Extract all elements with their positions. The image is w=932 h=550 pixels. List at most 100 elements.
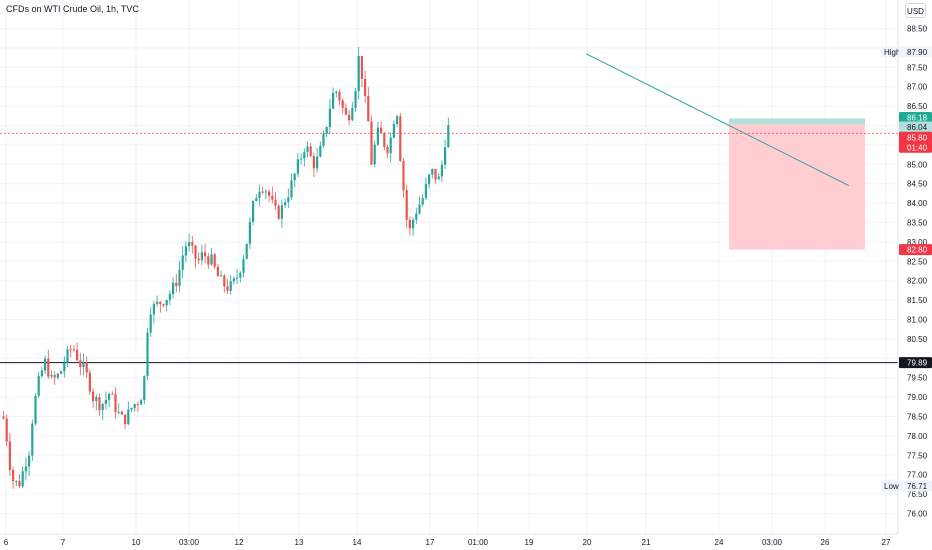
candle-body xyxy=(293,173,296,181)
candle-body xyxy=(274,199,277,206)
candle-body xyxy=(354,90,357,108)
candle-body xyxy=(207,256,210,265)
candle-body xyxy=(431,168,434,175)
candle-body xyxy=(261,191,264,193)
candle-body xyxy=(175,282,178,286)
candle-body xyxy=(418,204,421,214)
candle-body xyxy=(277,205,280,219)
candle-body xyxy=(63,362,66,372)
price-tick-label: 78.50 xyxy=(907,413,928,422)
candle-body xyxy=(18,480,21,487)
trendline[interactable] xyxy=(585,53,850,187)
candle-body xyxy=(287,197,290,203)
candle-body xyxy=(37,376,40,396)
currency-button[interactable]: USD xyxy=(905,3,926,18)
time-tick-label: 03:00 xyxy=(179,538,200,547)
countdown-tag: 01:40 xyxy=(907,143,928,152)
candle-body xyxy=(412,219,415,229)
price-tick-label: 79.50 xyxy=(907,374,928,383)
candle-body xyxy=(76,349,79,361)
price-tick-label: 76.00 xyxy=(907,510,928,519)
candle-body xyxy=(255,197,258,202)
candle-body xyxy=(114,394,117,413)
candle-body xyxy=(197,258,200,261)
price-tick-label: 77.50 xyxy=(907,451,928,460)
candle-body xyxy=(69,349,72,351)
time-tick-label: 03:00 xyxy=(762,538,783,547)
time-tick-label: 19 xyxy=(525,538,534,547)
high-label-bg xyxy=(881,46,901,58)
candle-body xyxy=(172,282,175,295)
candle-body xyxy=(50,374,53,377)
price-tick-label: 88.50 xyxy=(907,25,928,34)
candle-body xyxy=(328,108,331,127)
candle-body xyxy=(88,372,91,392)
candle-body xyxy=(8,441,11,471)
low-label: Low xyxy=(884,482,899,491)
time-tick-label: 01:00 xyxy=(468,538,489,547)
candle-body xyxy=(34,395,37,424)
candle-body xyxy=(373,144,376,165)
candle-body xyxy=(92,391,95,402)
time-tick-label: 12 xyxy=(235,538,244,547)
high-label: High xyxy=(884,48,900,57)
candle-body xyxy=(184,246,187,256)
candle-body xyxy=(162,304,165,306)
candle-body xyxy=(104,399,107,405)
candle-body xyxy=(24,466,27,472)
candle-body xyxy=(200,252,203,261)
candle-body xyxy=(322,133,325,146)
position-profit-zone xyxy=(729,118,865,124)
price-axis[interactable]: 88.50 87.50 87.00 86.50 85.00 84.50 84.00 83.50… xyxy=(907,25,928,519)
candle-body xyxy=(447,125,450,148)
target-tag-bg xyxy=(899,112,932,124)
entry-tag: 86.04 xyxy=(907,123,928,132)
time-tick-label: 14 xyxy=(353,538,362,547)
candle-body xyxy=(101,404,104,411)
candle-body xyxy=(156,301,159,304)
time-tick-label: 24 xyxy=(715,538,724,547)
candle-body xyxy=(204,252,207,257)
candle-body xyxy=(120,411,123,415)
candle-body xyxy=(31,423,34,456)
price-axis-background xyxy=(898,0,932,534)
candle-body xyxy=(370,121,373,165)
horizontal-level-tag: 79.89 xyxy=(907,359,928,368)
candle-body xyxy=(15,480,18,482)
candle-body xyxy=(140,400,143,405)
candle-body xyxy=(245,243,248,259)
candle-body xyxy=(271,195,274,200)
candle-body xyxy=(344,107,347,115)
candle-body xyxy=(389,137,392,154)
candle-body xyxy=(424,184,427,198)
candle-body xyxy=(44,358,47,371)
price-tick-label: 80.50 xyxy=(907,335,928,344)
price-tick-label: 84.50 xyxy=(907,180,928,189)
candle-body xyxy=(351,107,354,121)
candle-body xyxy=(226,286,229,291)
symbol-title[interactable]: CFDs on WTI Crude Oil, 1h, TVC xyxy=(6,4,139,14)
candle-body xyxy=(5,418,8,442)
candle-body xyxy=(159,301,162,305)
stop-tag: 82.80 xyxy=(907,246,928,255)
candle-body xyxy=(72,349,75,351)
price-tick-label: 86.50 xyxy=(907,102,928,111)
candle-body xyxy=(146,332,149,377)
time-tick-label: 26 xyxy=(821,538,830,547)
time-tick-label: 27 xyxy=(882,538,891,547)
candle-body xyxy=(152,303,155,315)
high-value-tag-bg xyxy=(899,46,932,58)
candle-body xyxy=(268,191,271,196)
candle-body xyxy=(178,269,181,286)
candle-body xyxy=(85,362,88,373)
time-tick-label: 21 xyxy=(642,538,651,547)
candle-body xyxy=(191,242,194,246)
time-axis[interactable]: 6 7 10 03:00 12 13 14 17 01:00 19 20 21 24 03:00 26 27 xyxy=(4,538,891,547)
candle-body xyxy=(258,191,261,198)
time-tick-label: 7 xyxy=(61,538,66,547)
low-label-bg xyxy=(881,480,901,492)
candle-body xyxy=(210,254,213,265)
position-loss-zone xyxy=(729,123,865,250)
